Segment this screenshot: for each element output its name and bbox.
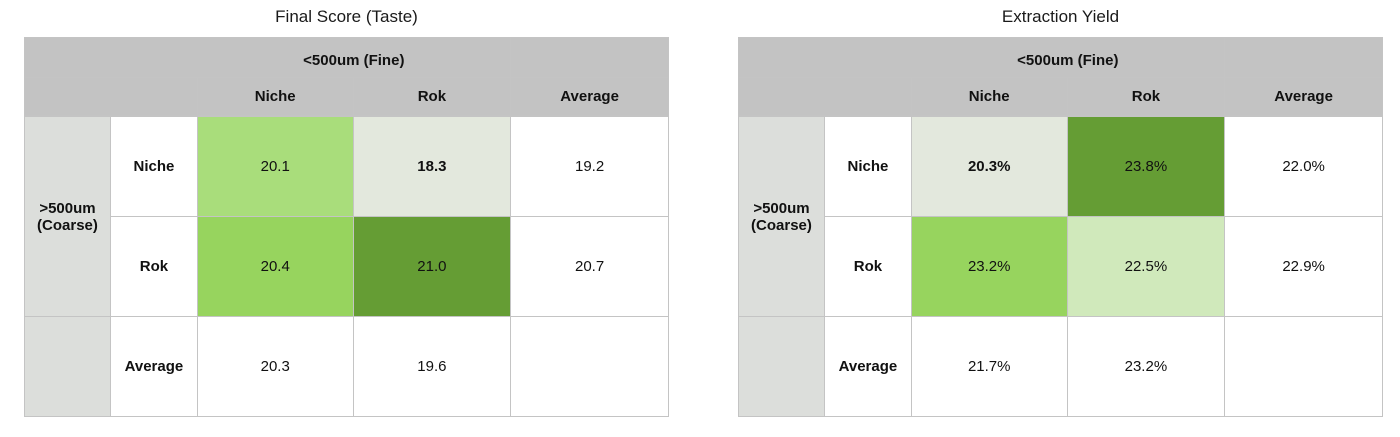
- data-cell: 23.2%: [1066, 316, 1226, 417]
- data-cell: 19.2: [510, 116, 669, 217]
- chart-title: Extraction Yield: [1001, 7, 1120, 26]
- row-header: Average: [823, 316, 912, 417]
- data-cell: 20.4: [196, 216, 354, 317]
- row-group-header: >500um (Coarse): [738, 116, 825, 317]
- yield-table: <500um (Fine) Niche Rok Average >500um (…: [738, 37, 1383, 417]
- row-group-spacer: [24, 316, 111, 417]
- data-cell: 20.7: [510, 216, 669, 317]
- row-header: Niche: [109, 116, 198, 217]
- column-header: Niche: [910, 77, 1068, 116]
- row-header: Rok: [823, 216, 912, 317]
- column-header: Rok: [1066, 77, 1226, 116]
- data-cell: 20.3: [196, 316, 354, 417]
- row-group-header: >500um (Coarse): [24, 116, 111, 317]
- column-header: Average: [1224, 77, 1383, 116]
- column-header: Rok: [352, 77, 512, 116]
- row-header: Niche: [823, 116, 912, 217]
- score-table: <500um (Fine) Niche Rok Average >500um (…: [24, 37, 669, 417]
- data-cell: 22.9%: [1224, 216, 1383, 317]
- data-cell: [1224, 316, 1383, 417]
- data-cell: 20.3%: [910, 116, 1068, 217]
- data-cell: 18.3: [352, 116, 512, 217]
- row-header: Rok: [109, 216, 198, 317]
- data-cell: [510, 316, 669, 417]
- chart-title: Final Score (Taste): [275, 7, 418, 26]
- data-cell: 19.6: [352, 316, 512, 417]
- row-group-spacer: [738, 316, 825, 417]
- column-header: Niche: [196, 77, 354, 116]
- column-group-header: <500um (Fine): [911, 37, 1226, 78]
- column-header: Average: [510, 77, 669, 116]
- row-header: Average: [109, 316, 198, 417]
- data-cell: 21.7%: [910, 316, 1068, 417]
- column-group-header: <500um (Fine): [197, 37, 512, 78]
- data-cell: 22.5%: [1066, 216, 1226, 317]
- data-cell: 21.0: [352, 216, 512, 317]
- data-cell: 23.8%: [1066, 116, 1226, 217]
- data-cell: 23.2%: [910, 216, 1068, 317]
- data-cell: 20.1: [196, 116, 354, 217]
- data-cell: 22.0%: [1224, 116, 1383, 217]
